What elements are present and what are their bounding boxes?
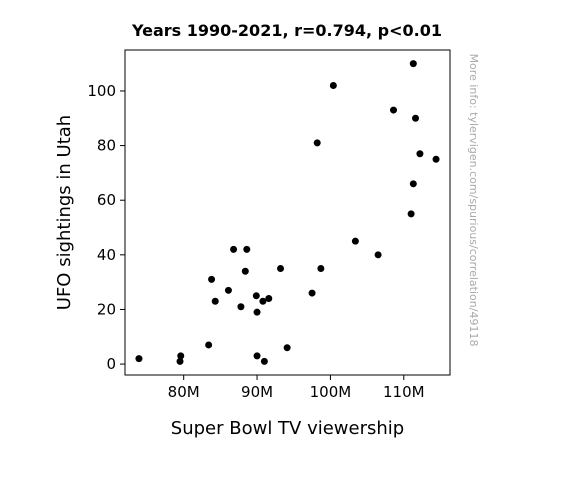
y-tick-label: 20	[97, 300, 116, 318]
scatter-point	[253, 308, 261, 316]
scatter-point	[407, 210, 415, 218]
scatter-point	[253, 352, 261, 360]
scatter-point	[374, 251, 382, 259]
scatter-point	[390, 106, 398, 114]
scatter-point	[317, 264, 325, 272]
chart-title: Years 1990-2021, r=0.794, p<0.01	[131, 21, 442, 40]
x-axis-label: Super Bowl TV viewership	[171, 418, 404, 439]
scatter-point	[283, 344, 291, 352]
scatter-point	[241, 267, 249, 275]
scatter-point	[177, 352, 185, 360]
scatter-point	[237, 303, 245, 311]
scatter-point	[243, 245, 251, 253]
scatter-point	[224, 286, 232, 294]
x-tick-label: 90M	[241, 383, 273, 401]
x-axis-ticks: 80M 90M 100M 110M	[168, 375, 425, 401]
x-tick-label: 80M	[168, 383, 200, 401]
scatter-point	[409, 180, 417, 188]
data-points	[135, 60, 440, 365]
y-tick-label: 60	[97, 191, 116, 209]
scatter-point	[351, 237, 359, 245]
scatter-point	[329, 82, 337, 90]
y-tick-label: 0	[106, 355, 116, 373]
scatter-point	[208, 275, 216, 283]
x-tick-label: 110M	[383, 383, 425, 401]
scatter-point	[259, 297, 267, 305]
x-tick-label: 100M	[310, 383, 352, 401]
scatter-point	[265, 295, 273, 303]
y-tick-label: 40	[97, 246, 116, 264]
scatter-point	[211, 297, 219, 305]
scatter-point	[205, 341, 213, 349]
plot-frame	[124, 49, 451, 376]
scatter-point	[252, 292, 260, 300]
scatter-point	[412, 114, 420, 122]
y-tick-label: 80	[97, 137, 116, 155]
scatter-point	[432, 155, 440, 163]
scatter-point	[135, 355, 143, 363]
scatter-point	[313, 139, 321, 147]
y-tick-label: 100	[87, 82, 116, 100]
scatter-point	[260, 357, 268, 365]
scatter-point	[409, 60, 417, 68]
scatter-point	[176, 357, 184, 365]
scatter-point	[230, 245, 238, 253]
scatter-point	[416, 150, 424, 158]
y-axis-ticks: 0 20 40 60 80 100	[87, 82, 125, 373]
scatter-point	[308, 289, 316, 297]
y-axis-label: UFO sightings in Utah	[54, 115, 75, 310]
scatter-point	[277, 264, 285, 272]
plot-area: 80M 90M 100M 110M 0 20 40 60 80 100	[87, 49, 451, 401]
source-note: More info: tylervigen.com/spurious/corre…	[467, 54, 480, 347]
